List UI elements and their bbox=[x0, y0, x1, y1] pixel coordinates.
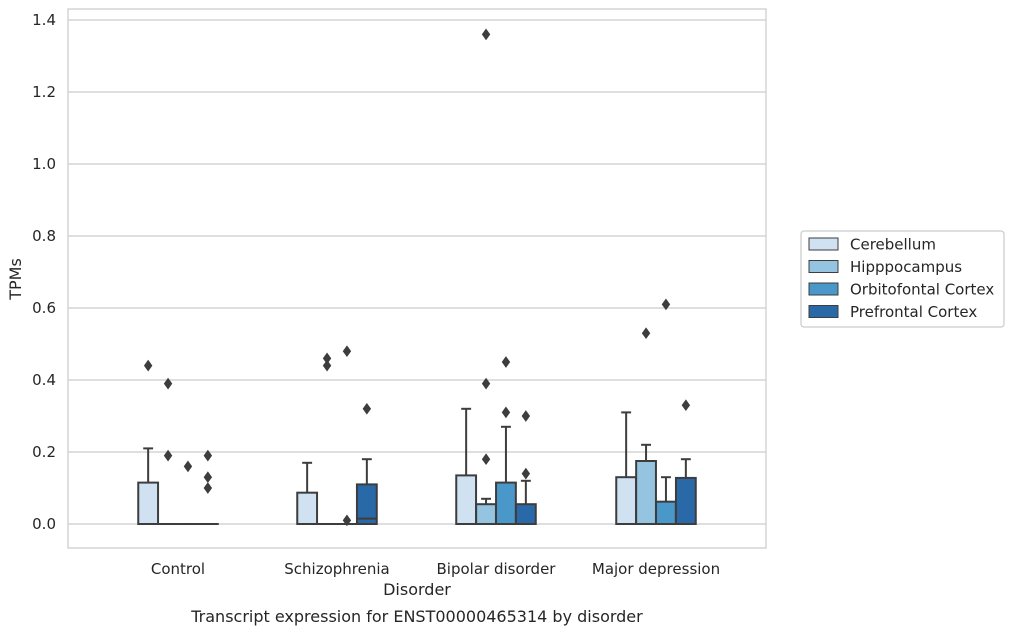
outlier-point bbox=[661, 298, 671, 311]
outlier-point bbox=[481, 453, 491, 466]
box-cerebellum bbox=[137, 359, 160, 526]
box-hipppocampus bbox=[475, 28, 497, 526]
y-tick-label: 0.4 bbox=[32, 371, 56, 389]
y-tick-label: 1.0 bbox=[32, 155, 56, 173]
box-prefrontal-cortex bbox=[355, 402, 378, 525]
x-tick-labels: Control Schizophrenia Bipolar disorder Majo… bbox=[151, 560, 720, 578]
box-orbitofontal-cortex bbox=[655, 298, 677, 525]
y-tick-label: 1.4 bbox=[32, 11, 56, 29]
boxes bbox=[137, 28, 697, 527]
box-body bbox=[615, 476, 638, 526]
outlier-point bbox=[481, 377, 491, 390]
box-body bbox=[475, 503, 497, 526]
legend: Cerebellum Hipppocampus Orbitofontal Corte… bbox=[800, 230, 1005, 328]
outlier-point bbox=[203, 471, 213, 484]
legend-label: Cerebellum bbox=[850, 236, 936, 254]
outlier-point bbox=[203, 449, 213, 462]
y-tick-label: 0.0 bbox=[32, 515, 56, 533]
box-prefrontal-cortex bbox=[514, 410, 537, 526]
box-body bbox=[355, 483, 378, 525]
box-orbitofontal-cortex bbox=[336, 345, 358, 527]
outlier-point bbox=[163, 449, 173, 462]
box-cerebellum bbox=[296, 461, 319, 525]
box-body bbox=[655, 500, 677, 525]
box-cerebellum bbox=[615, 411, 638, 526]
x-tick-label: Schizophrenia bbox=[284, 560, 389, 578]
legend-swatch bbox=[808, 305, 839, 318]
y-tick-label: 0.8 bbox=[32, 227, 56, 245]
box-orbitofontal-cortex bbox=[177, 460, 199, 526]
outlier-point bbox=[322, 359, 332, 372]
x-tick-label: Major depression bbox=[592, 560, 720, 578]
legend-frame bbox=[800, 230, 1005, 328]
y-axis-label: TPMs bbox=[6, 258, 25, 301]
x-tick-label: Bipolar disorder bbox=[437, 560, 557, 578]
box-body bbox=[455, 474, 478, 525]
legend-label: Orbitofontal Cortex bbox=[850, 281, 994, 299]
legend-swatch bbox=[808, 282, 839, 296]
box-body bbox=[495, 481, 517, 526]
box-body bbox=[635, 460, 657, 525]
chart-caption: Transcript expression for ENST0000046531… bbox=[190, 607, 643, 626]
outlier-point bbox=[163, 377, 173, 390]
outlier-point bbox=[342, 345, 352, 358]
y-tick-label: 0.2 bbox=[32, 443, 56, 461]
y-tick-labels: 0.0 0.2 0.4 0.6 0.8 1.0 1.2 1.4 bbox=[32, 11, 56, 533]
outlier-point bbox=[501, 356, 511, 368]
plot-frame bbox=[67, 8, 767, 549]
outlier-point bbox=[481, 28, 491, 41]
box-cerebellum bbox=[455, 407, 478, 525]
outlier-point bbox=[681, 399, 691, 412]
outlier-point bbox=[521, 467, 531, 480]
x-axis-label: Disorder bbox=[383, 580, 451, 599]
x-tick-label: Control bbox=[151, 560, 205, 578]
box-hipppocampus bbox=[316, 352, 338, 526]
outlier-point bbox=[501, 406, 511, 419]
outlier-point bbox=[521, 410, 531, 422]
outlier-point bbox=[362, 402, 372, 415]
outlier-point bbox=[342, 514, 352, 527]
box-body bbox=[514, 503, 537, 526]
outlier-point bbox=[641, 327, 651, 340]
legend-swatch bbox=[808, 260, 839, 273]
grid-lines bbox=[68, 19, 766, 525]
legend-label: Prefrontal Cortex bbox=[850, 303, 977, 321]
y-tick-label: 0.6 bbox=[32, 299, 56, 317]
legend-label: Hipppocampus bbox=[850, 258, 962, 276]
box-body bbox=[137, 481, 160, 526]
y-tick-label: 1.2 bbox=[32, 83, 56, 101]
box-prefrontal-cortex bbox=[196, 449, 219, 526]
box-hipppocampus bbox=[635, 327, 657, 525]
box-body bbox=[296, 491, 319, 525]
legend-swatch bbox=[808, 237, 839, 251]
box-prefrontal-cortex bbox=[674, 399, 697, 526]
box-orbitofontal-cortex bbox=[495, 356, 517, 526]
box-body bbox=[674, 476, 697, 526]
outlier-point bbox=[183, 460, 193, 473]
outlier-point bbox=[143, 359, 153, 372]
outlier-point bbox=[203, 482, 213, 494]
box-hipppocampus bbox=[157, 377, 179, 526]
